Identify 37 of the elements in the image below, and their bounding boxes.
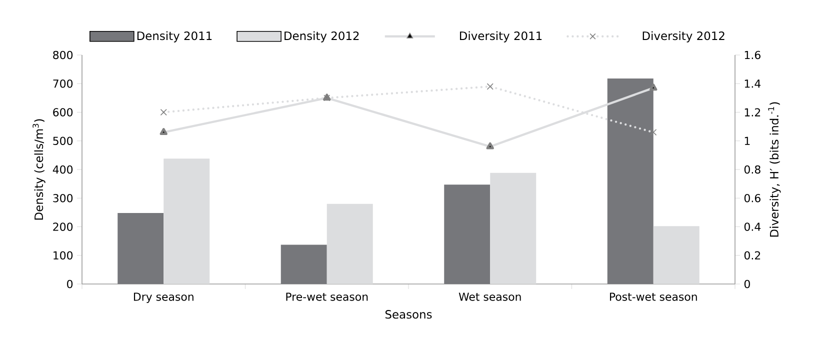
y2-axis-title: Diversity, H′ (bits ind.$^{-1}$) <box>768 102 781 237</box>
y-tick-label: 200 <box>53 222 73 231</box>
legend-label: Density 2011 <box>137 31 212 42</box>
bar <box>280 244 327 284</box>
x-tick-label: Post-wet season <box>610 292 697 301</box>
bar <box>490 172 536 284</box>
y-tick-label: 700 <box>53 79 73 88</box>
y-tick-label: 0 <box>67 280 73 288</box>
y-tick-label: 600 <box>53 108 73 116</box>
y-axis-title: Density (cells/m$^{3}$) <box>32 119 46 220</box>
legend-label: Diversity 2011 <box>460 31 542 42</box>
y-tick-label: 400 <box>52 165 73 174</box>
bar <box>607 78 654 284</box>
y-tick-label: 500 <box>53 136 73 146</box>
y2-tick-label: 0.2 <box>744 251 760 260</box>
y-tick-label: 800 <box>53 50 73 60</box>
bar <box>653 226 700 284</box>
x-tick-label: Dry season <box>134 292 194 303</box>
y2-tick-label: 1.6 <box>744 50 760 60</box>
x-axis-title: Seasons <box>385 310 432 319</box>
y2-tick-label: 1.2 <box>744 108 760 116</box>
x-tick-label: Wet season <box>458 292 521 301</box>
y2-tick-label: 0.4 <box>744 222 761 231</box>
legend-label: Diversity 2012 <box>642 31 724 42</box>
y2-tick-label: 0 <box>744 280 750 288</box>
bar <box>118 213 164 284</box>
bar <box>444 184 490 284</box>
y2-tick-label: 1.4 <box>744 80 761 88</box>
bar <box>326 204 373 284</box>
y2-tick-label: 0.6 <box>744 194 760 202</box>
legend-label: Density 2012 <box>284 31 359 42</box>
bar <box>164 158 210 284</box>
x-tick-label: Pre-wet season <box>286 292 368 301</box>
y2-tick-label: 1 <box>744 136 750 145</box>
y-tick-label: 100 <box>54 251 73 260</box>
y-tick-label: 300 <box>53 194 73 202</box>
y2-tick-label: 0.8 <box>744 165 760 174</box>
